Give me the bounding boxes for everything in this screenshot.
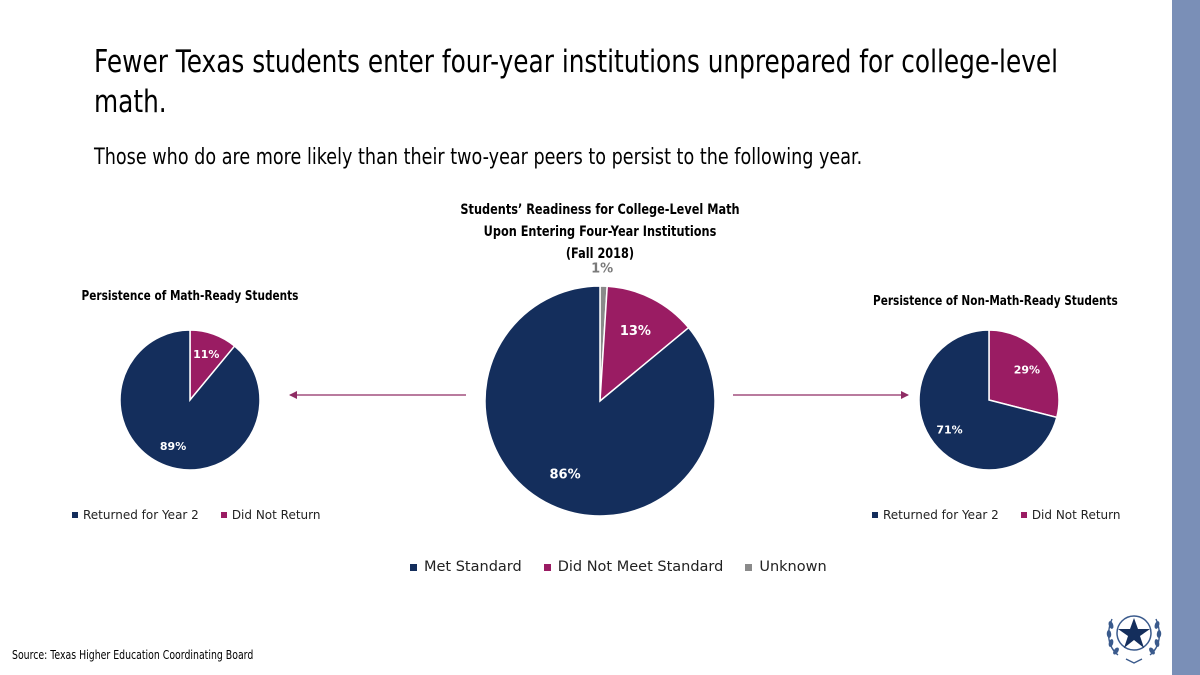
pie-data-label: 29% bbox=[1014, 364, 1040, 377]
pie-data-label: 71% bbox=[936, 424, 962, 437]
pie-data-label: 11% bbox=[193, 348, 219, 361]
slide-title: Fewer Texas students enter four-year ins… bbox=[94, 44, 1059, 120]
center-pie-chart: 1% 13% 86% bbox=[484, 262, 716, 517]
legend-label: Did Not Return bbox=[1031, 508, 1121, 522]
accent-bar bbox=[1172, 0, 1200, 675]
center-chart-title-line-2: Upon Entering Four-Year Institutions bbox=[483, 224, 717, 240]
pie-data-label: 86% bbox=[550, 468, 581, 483]
legend-item-did-not-return: Did Not Return bbox=[1020, 508, 1121, 522]
legend-item-returned: Returned for Year 2 bbox=[72, 508, 199, 522]
left-legend: Returned for Year 2 Did Not Return bbox=[72, 508, 342, 522]
pie-data-label: 13% bbox=[620, 324, 651, 339]
legend-swatch-gray bbox=[745, 563, 753, 571]
legend-label: Returned for Year 2 bbox=[883, 508, 999, 522]
slide-subtitle: Those who do are more likely than their … bbox=[94, 145, 863, 170]
pie-data-label: 1% bbox=[591, 262, 613, 277]
right-legend: Returned for Year 2 Did Not Return bbox=[872, 508, 1142, 522]
legend-item-did-not-meet: Did Not Meet Standard bbox=[543, 559, 724, 575]
legend-swatch-navy bbox=[72, 512, 78, 518]
center-legend: Met Standard Did Not Meet Standard Unkno… bbox=[410, 559, 849, 575]
legend-swatch-navy bbox=[872, 512, 878, 518]
center-chart-title-line-3: (Fall 2018) bbox=[565, 246, 635, 262]
legend-label: Returned for Year 2 bbox=[83, 508, 199, 522]
legend-swatch-magenta bbox=[1020, 512, 1027, 518]
legend-label: Met Standard bbox=[424, 559, 522, 575]
source-note: Source: Texas Higher Education Coordinat… bbox=[12, 648, 254, 662]
legend-swatch-magenta bbox=[543, 563, 551, 571]
legend-label: Did Not Meet Standard bbox=[557, 559, 724, 575]
pie-slice-met-standard bbox=[484, 285, 716, 517]
legend-swatch-magenta bbox=[220, 512, 227, 518]
legend-label: Did Not Return bbox=[231, 508, 321, 522]
pie-slice-did-not-meet-standard bbox=[599, 285, 690, 403]
center-chart-title-line-1: Students’ Readiness for College-Level Ma… bbox=[460, 202, 740, 218]
legend-item-did-not-return: Did Not Return bbox=[220, 508, 321, 522]
legend-item-unknown: Unknown bbox=[745, 559, 827, 575]
legend-label: Unknown bbox=[759, 559, 827, 575]
pie-slice-returned-for-year-2 bbox=[119, 329, 261, 471]
pie-slice-did-not-return bbox=[988, 329, 1060, 419]
left-pie-chart: 11% 89% bbox=[119, 329, 261, 471]
center-chart-title: Students’ Readiness for College-Level Ma… bbox=[444, 199, 756, 265]
coordinating-board-seal-icon bbox=[1106, 615, 1162, 664]
legend-item-met-standard: Met Standard bbox=[410, 559, 522, 575]
right-chart-title: Persistence of Non-Math-Ready Students bbox=[873, 293, 1118, 309]
legend-swatch-navy bbox=[410, 563, 417, 571]
charts-canvas: 11% 89% 1% 13% 86% 29% 71% bbox=[119, 262, 1060, 517]
right-pie-chart: 29% 71% bbox=[918, 329, 1060, 471]
pie-data-label: 89% bbox=[160, 440, 186, 453]
left-chart-title: Persistence of Math-Ready Students bbox=[81, 288, 299, 304]
pie-slice-returned-for-year-2 bbox=[918, 329, 1058, 471]
legend-item-returned: Returned for Year 2 bbox=[872, 508, 999, 522]
